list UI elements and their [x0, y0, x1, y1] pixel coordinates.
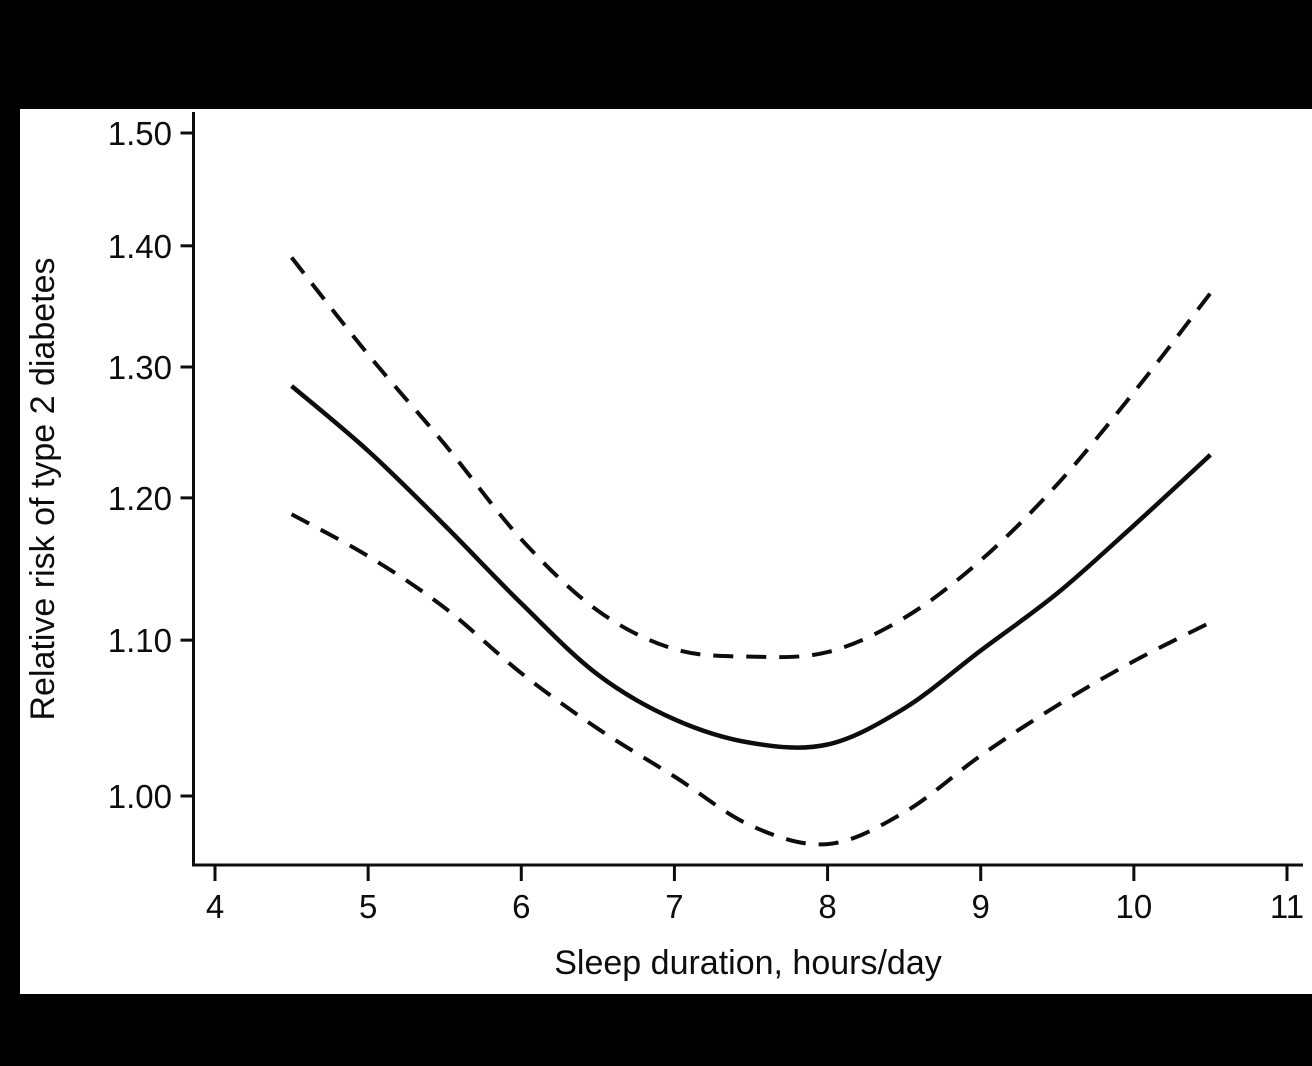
x-tick-label: 7	[665, 888, 683, 925]
x-tick-label: 6	[512, 888, 530, 925]
x-tick-label: 11	[1270, 888, 1304, 925]
x-tick-label: 10	[1115, 888, 1152, 925]
y-tick-label: 1.40	[108, 228, 172, 265]
x-axis-title: Sleep duration, hours/day	[554, 944, 942, 982]
series-upper-95ci	[290, 256, 1212, 660]
y-axis-title: Relative risk of type 2 diabetes	[24, 257, 62, 721]
x-tick-label: 8	[818, 888, 836, 925]
x-tick-label: 4	[206, 888, 224, 925]
y-tick-label: 1.10	[108, 622, 172, 659]
x-tick-label: 5	[359, 888, 377, 925]
y-tick-label: 1.00	[108, 778, 172, 815]
series-estimate	[290, 384, 1212, 750]
plot-panel	[20, 109, 1312, 994]
y-tick-label: 1.20	[108, 480, 172, 517]
y-tick-label: 1.30	[108, 349, 172, 386]
series-lower-95ci	[290, 512, 1212, 847]
x-tick-label: 9	[972, 888, 990, 925]
y-tick-label: 1.50	[108, 115, 172, 152]
